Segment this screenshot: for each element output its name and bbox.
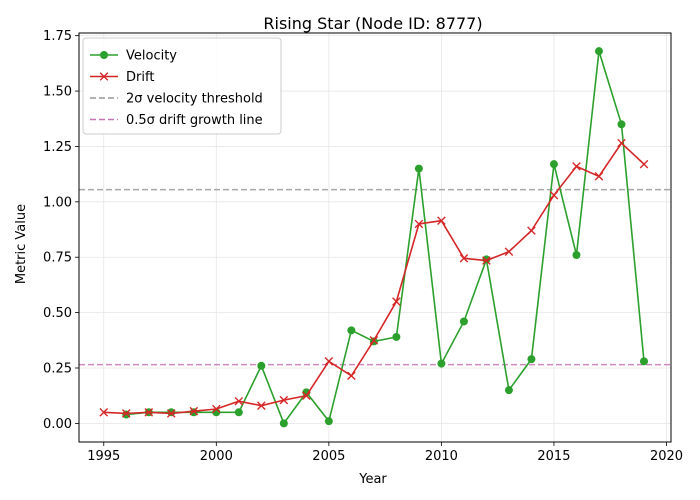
- data-point: [504, 247, 514, 256]
- data-point: [617, 138, 626, 148]
- data-point: [279, 395, 289, 405]
- y-tick-label: 1.00: [43, 195, 72, 210]
- legend-entry: 0.5σ drift growth line: [90, 113, 263, 128]
- y-tick-label: 0.50: [43, 306, 72, 321]
- x-tick-label: 1995: [87, 449, 120, 464]
- data-point: [639, 357, 648, 366]
- y-tick-label: 0.25: [43, 361, 72, 376]
- data-point: [189, 406, 199, 416]
- y-tick-label: 1.50: [43, 85, 72, 100]
- data-point: [482, 255, 491, 264]
- data-point: [504, 386, 513, 395]
- data-point: [99, 408, 109, 417]
- legend-marker: [99, 72, 109, 81]
- series-velocity: [122, 47, 648, 428]
- data-point: [234, 396, 244, 406]
- data-point: [572, 162, 581, 171]
- x-tick-label: 2015: [537, 449, 570, 464]
- data-point: [121, 409, 131, 418]
- legend-label: Drift: [126, 70, 154, 85]
- data-point: [639, 159, 649, 169]
- data-point: [369, 336, 379, 345]
- legend-marker: [100, 51, 108, 59]
- series-drift: [99, 138, 649, 418]
- y-axis-label: Metric Value: [14, 204, 29, 284]
- data-point: [594, 172, 604, 181]
- data-point: [617, 120, 626, 129]
- legend-entry: Drift: [90, 70, 154, 85]
- data-point: [549, 190, 559, 200]
- data-point: [189, 408, 198, 417]
- data-point: [482, 256, 491, 265]
- legend-entry: 2σ velocity threshold: [90, 92, 263, 107]
- data-point: [257, 361, 266, 370]
- data-point: [324, 357, 334, 366]
- x-axis-label: Year: [358, 472, 387, 487]
- legend-entry: Velocity: [90, 49, 177, 64]
- data-point: [166, 409, 176, 418]
- data-point: [549, 160, 558, 169]
- data-point: [279, 419, 288, 428]
- data-point: [167, 408, 176, 417]
- y-tick-label: 0.75: [43, 251, 72, 266]
- data-point: [257, 401, 266, 410]
- data-point: [437, 216, 446, 225]
- x-axis-ticks: 1995 2000 2005 2010 2015 2020: [87, 442, 683, 464]
- y-axis-ticks: 0.00 0.25 0.50 0.75 1.00 1.25 1.50 1.75: [43, 29, 79, 432]
- data-point: [324, 417, 333, 426]
- data-point: [527, 226, 536, 235]
- data-point: [212, 404, 221, 414]
- chart-title: Rising Star (Node ID: 8777): [263, 14, 482, 33]
- data-point: [594, 47, 603, 56]
- data-point: [392, 332, 401, 341]
- legend-label: 0.5σ drift growth line: [126, 113, 263, 128]
- data-point: [414, 219, 424, 229]
- data-point: [347, 326, 356, 335]
- data-point: [527, 355, 536, 364]
- data-point: [459, 317, 468, 326]
- data-point: [437, 359, 446, 368]
- data-point: [347, 371, 356, 381]
- x-tick-label: 2005: [312, 449, 345, 464]
- data-point: [459, 254, 469, 263]
- data-point: [572, 251, 581, 260]
- y-tick-label: 0.00: [43, 417, 72, 432]
- data-point: [302, 391, 311, 400]
- legend-label: 2σ velocity threshold: [126, 92, 263, 107]
- data-point: [392, 297, 401, 306]
- x-tick-label: 2010: [425, 449, 458, 464]
- data-point: [414, 164, 423, 173]
- data-point: [234, 408, 243, 417]
- x-tick-label: 2020: [650, 449, 683, 464]
- y-tick-label: 1.75: [43, 29, 72, 44]
- legend-box: [82, 37, 282, 135]
- plot-frame: [78, 32, 672, 443]
- legend-label: Velocity: [126, 49, 177, 64]
- y-tick-label: 1.25: [43, 140, 72, 155]
- x-tick-label: 2000: [200, 449, 233, 464]
- series-layer: [99, 47, 649, 428]
- data-point: [144, 408, 154, 417]
- grid-layer: [79, 33, 671, 442]
- data-point: [122, 410, 131, 419]
- legend: Velocity Drift 2σ velocity threshold 0.5σ d…: [82, 37, 282, 135]
